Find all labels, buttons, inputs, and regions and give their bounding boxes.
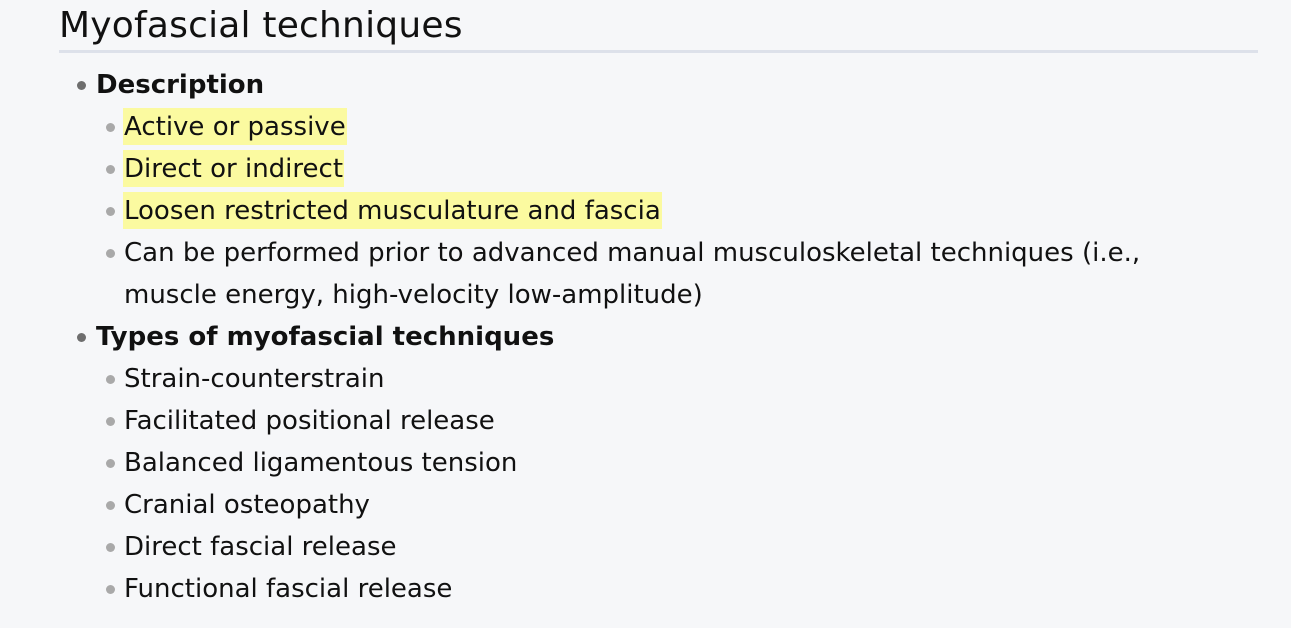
list-item-text: Balanced ligamentous tension (124, 448, 518, 478)
bullet-icon (106, 165, 115, 174)
list-item-types: Types of myofascial techniques (0, 316, 1291, 358)
bullet-icon (106, 249, 115, 258)
sub-list-item: Active or passive (0, 106, 1209, 148)
sub-list-item: Functional fascial release (0, 568, 1209, 610)
list-item-label: Description (96, 70, 265, 100)
list-item-text: Strain-counterstrain (124, 364, 385, 394)
bullet-icon (106, 123, 115, 132)
bullet-icon (77, 333, 86, 342)
highlighted-text: Active or passive (123, 108, 347, 145)
bullet-icon (106, 417, 115, 426)
list-item-text: Facilitated positional release (124, 406, 495, 436)
heading-underline (59, 50, 1258, 53)
sub-list-item: Direct or indirect (0, 148, 1209, 190)
outline-list: Description Active or passive Direct or … (0, 64, 1291, 610)
highlighted-text: Direct or indirect (123, 150, 345, 187)
highlighted-text: Loosen restricted musculature and fascia (123, 192, 662, 229)
bullet-icon (106, 501, 115, 510)
bullet-icon (106, 543, 115, 552)
list-item-label: Types of myofascial techniques (96, 322, 555, 352)
list-item-text: Cranial osteopathy (124, 490, 370, 520)
list-item-text: Direct fascial release (124, 532, 397, 562)
sub-list-item: Direct fascial release (0, 526, 1209, 568)
list-item-description: Description (0, 64, 1291, 106)
sub-list-item: Cranial osteopathy (0, 484, 1209, 526)
bullet-icon (106, 459, 115, 468)
sub-list-item: Balanced ligamentous tension (0, 442, 1209, 484)
bullet-icon (106, 585, 115, 594)
bullet-icon (106, 375, 115, 384)
section-heading: Myofascial techniques (59, 5, 463, 46)
bullet-icon (77, 81, 86, 90)
sub-list-item: Facilitated positional release (0, 400, 1209, 442)
sub-list-item: Can be performed prior to advanced manua… (0, 232, 1209, 316)
list-item-text: Functional fascial release (124, 574, 453, 604)
sub-list-item: Loosen restricted musculature and fascia (0, 190, 1209, 232)
sub-list-item: Strain-counterstrain (0, 358, 1209, 400)
bullet-icon (106, 207, 115, 216)
list-item-text: Can be performed prior to advanced manua… (124, 238, 1141, 310)
